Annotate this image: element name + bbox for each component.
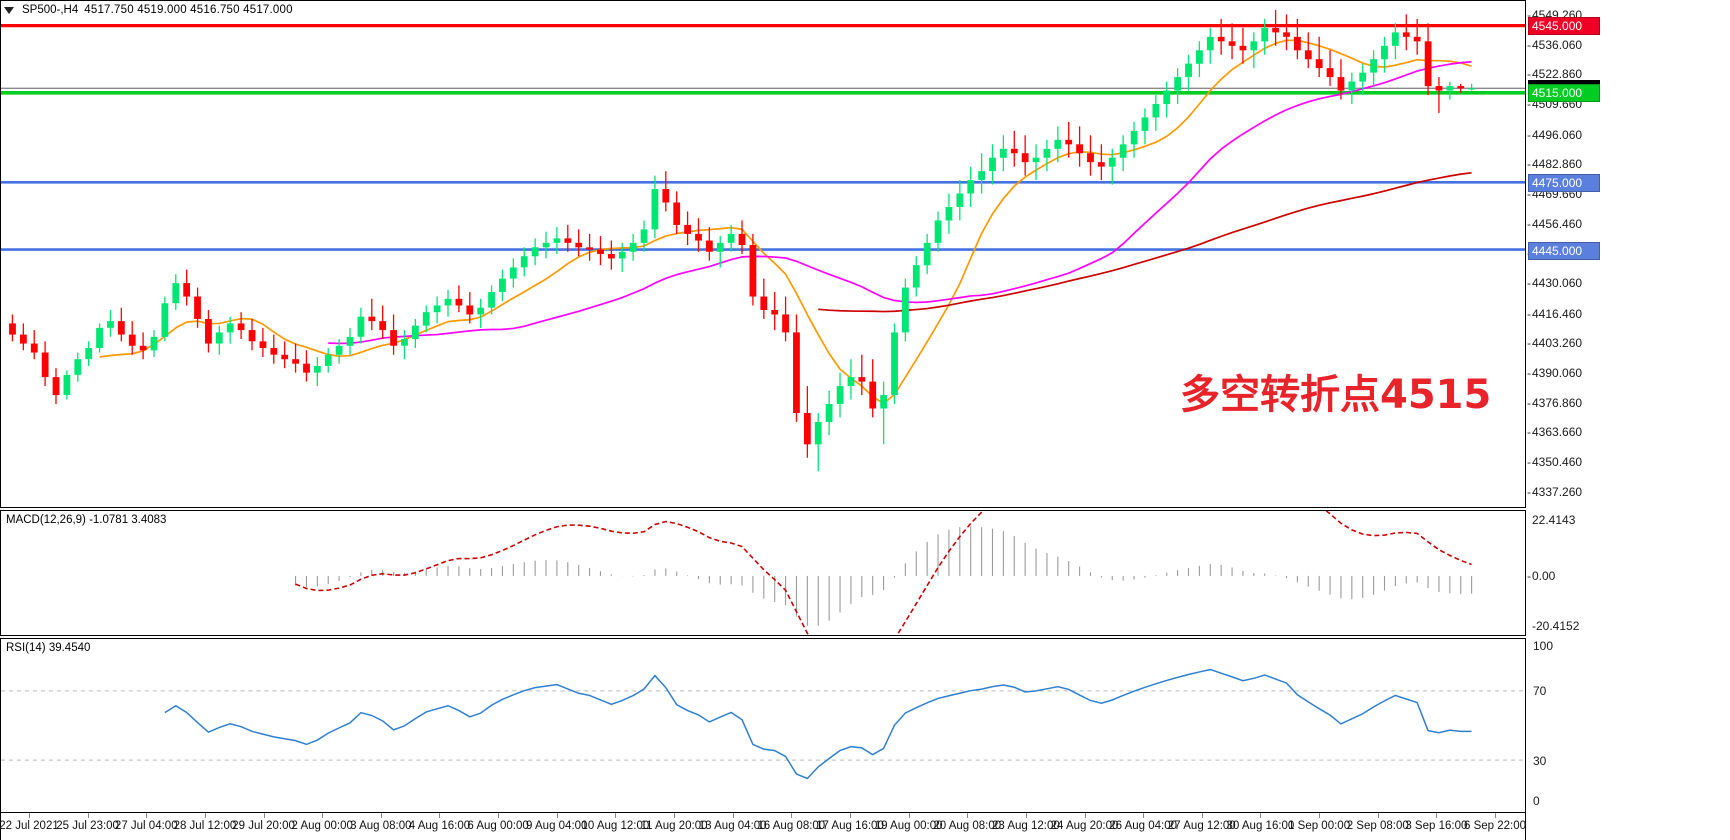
price-tick: -4376.860	[1527, 395, 1583, 410]
price-level-tag[interactable]: 4515.000	[1528, 84, 1600, 103]
rsi-scale: 100 70 30 0	[1527, 638, 1730, 813]
rsi-label: RSI(14) 39.4540	[6, 642, 91, 654]
time-tick-mark	[322, 813, 324, 818]
rsi-plot	[1, 668, 1525, 780]
macd-panel[interactable]: MACD(12,26,9) -1.0781 3.4083	[0, 510, 1526, 636]
time-tick-mark	[380, 813, 382, 818]
time-tick-mark	[908, 813, 910, 818]
rsi-tick: 30	[1533, 753, 1547, 768]
time-axis-label: 28 Jul 12:00	[173, 820, 237, 832]
time-tick-mark	[732, 813, 734, 818]
time-axis-label: 13 Aug 04:00	[698, 820, 767, 832]
time-tick-mark	[849, 813, 851, 818]
time-axis-label: 1 Sep 00:00	[1288, 820, 1351, 832]
time-tick-mark	[1260, 813, 1262, 818]
time-tick-mark	[1377, 813, 1379, 818]
time-axis-label: 6 Aug 00:00	[467, 820, 529, 832]
time-axis-label: 20 Aug 08:00	[933, 820, 1002, 832]
rsi-tick: 0	[1533, 794, 1540, 808]
time-tick-mark	[1495, 813, 1496, 818]
time-axis-label: 9 Aug 04:00	[526, 820, 588, 832]
macd-label: MACD(12,26,9) -1.0781 3.4083	[6, 514, 167, 526]
price-level-tag[interactable]: 4545.000	[1528, 16, 1600, 35]
time-axis-label: 26 Aug 04:00	[1109, 820, 1178, 832]
time-axis-label: 19 Aug 00:00	[874, 820, 943, 832]
macd-tick: -0.00	[1527, 568, 1556, 583]
time-axis-label: 17 Aug 16:00	[816, 820, 884, 832]
time-axis-label: 23 Aug 12:00	[991, 820, 1060, 832]
time-tick-mark	[498, 813, 500, 818]
time-tick-mark	[29, 813, 30, 818]
time-tick-mark	[967, 813, 969, 818]
time-tick-mark	[1436, 813, 1438, 818]
time-axis[interactable]: 22 Jul 2021 25 Jul 23:00 27 Jul 04:00 28 Ju…	[0, 813, 1526, 840]
rsi-tick: 100	[1533, 639, 1554, 653]
triangle-down-icon[interactable]	[4, 6, 14, 14]
rsi-panel[interactable]: RSI(14) 39.4540	[0, 638, 1526, 813]
price-tick: -4337.260	[1527, 484, 1583, 499]
price-level-tag[interactable]: 4475.000	[1528, 174, 1600, 193]
time-tick-mark	[791, 813, 793, 818]
rsi-tick: 70	[1533, 683, 1547, 698]
macd-scale: 22.4143 -0.00 -20.4152	[1527, 510, 1730, 636]
price-tick: -4536.060	[1527, 37, 1583, 52]
time-axis-label: 11 Aug 20:00	[640, 820, 708, 832]
time-axis-label: 3 Aug 08:00	[350, 820, 412, 832]
time-tick-mark	[439, 813, 441, 818]
symbol-header: SP500-,H4 4517.750 4519.000 4516.750 451…	[4, 4, 293, 16]
price-scale[interactable]: -4549.260 -4536.060 -4522.860 -4509.660 -449…	[1527, 0, 1730, 508]
ohlc-readout: 4517.750 4519.000 4516.750 4517.000	[84, 4, 293, 16]
price-level-tag[interactable]: 4445.000	[1528, 241, 1600, 260]
price-tick: -4482.860	[1527, 157, 1583, 172]
price-tick: -4456.460	[1527, 216, 1583, 231]
time-axis-label: 29 Jul 20:00	[232, 820, 295, 832]
time-axis-label: 2 Sep 08:00	[1346, 820, 1409, 832]
price-plot	[1, 9, 1525, 472]
time-tick-mark	[556, 813, 558, 818]
price-tick: -4350.460	[1527, 455, 1583, 469]
time-axis-label: 16 Aug 08:00	[757, 820, 826, 832]
macd-plot	[295, 511, 1473, 635]
macd-tick: 22.4143	[1532, 513, 1576, 527]
time-tick-mark	[674, 813, 676, 818]
time-axis-label: 22 Jul 2021	[0, 820, 59, 832]
time-axis-label: 25 Jul 23:00	[56, 820, 119, 832]
price-tick: -4416.460	[1527, 306, 1583, 321]
time-tick-mark	[615, 813, 617, 818]
time-axis-label: 24 Aug 20:00	[1050, 820, 1119, 832]
time-axis-label: 6 Sep 22:00	[1463, 820, 1527, 832]
time-axis-label: 3 Sep 16:00	[1405, 820, 1468, 832]
time-tick-mark	[263, 813, 265, 818]
time-axis-label: 2 Aug 00:00	[291, 820, 353, 832]
symbol-label: SP500-,H4	[22, 4, 79, 16]
price-tick: -4496.060	[1527, 127, 1583, 142]
macd-tick: -20.4152	[1532, 619, 1580, 633]
price-tick: -4390.060	[1527, 365, 1583, 380]
chart-annotation-text: 多空转折点4515	[1180, 372, 1492, 418]
time-axis-label: 30 Aug 16:00	[1226, 820, 1295, 832]
time-axis-label: 4 Aug 16:00	[408, 820, 471, 832]
time-tick-mark	[1143, 813, 1145, 818]
time-tick-mark	[87, 813, 89, 818]
time-axis-label: 27 Jul 04:00	[114, 820, 178, 832]
time-tick-mark	[204, 813, 206, 818]
time-tick-mark	[1025, 813, 1027, 818]
price-tick: -4403.260	[1527, 336, 1583, 351]
time-axis-label: 10 Aug 12:00	[581, 820, 650, 832]
time-tick-mark	[1201, 813, 1203, 818]
time-tick-mark	[146, 813, 148, 818]
price-tick: -4363.660	[1527, 425, 1583, 440]
price-tick: -4430.060	[1527, 276, 1583, 291]
price-tick: -4522.860	[1527, 67, 1583, 82]
price-chart-panel[interactable]	[0, 0, 1526, 508]
time-axis-label: 27 Aug 12:00	[1167, 820, 1236, 832]
time-tick-mark	[1084, 813, 1086, 818]
time-tick-mark	[1319, 813, 1321, 818]
